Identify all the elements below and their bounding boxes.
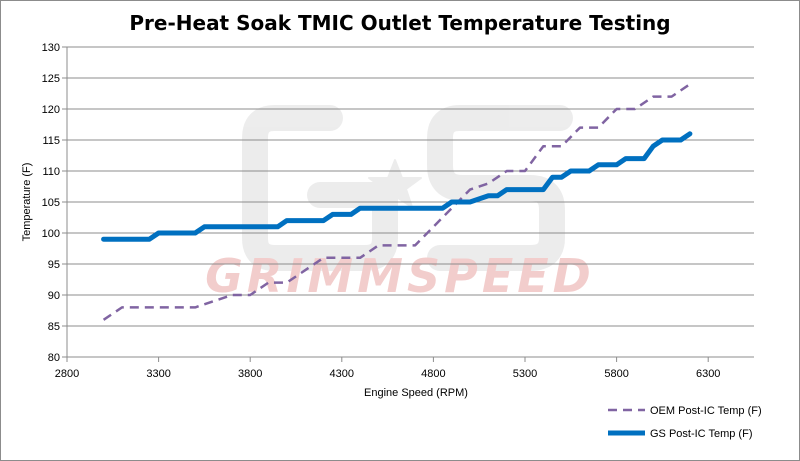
chart-title: Pre-Heat Soak TMIC Outlet Temperature Te… (129, 11, 670, 35)
gridlines (62, 46, 754, 358)
legend-label-gs: GS Post-IC Temp (F) (650, 428, 752, 440)
grimmspeed-logo-text: GRIMMSPEED (205, 249, 595, 303)
x-tick-label: 2800 (55, 368, 79, 380)
y-axis-label: Temperature (F) (21, 163, 33, 242)
legend-item-gs: GS Post-IC Temp (F) (608, 428, 752, 440)
legend: OEM Post-IC Temp (F) GS Post-IC Temp (F) (608, 405, 762, 440)
series-line-gs (101, 131, 693, 242)
x-tick-label: 3800 (238, 368, 262, 380)
x-tick-label: 6300 (696, 368, 720, 380)
y-tick-labels: 80 85 90 95 100 105 110 115 120 125 130 (42, 42, 60, 364)
y-tick-label: 100 (42, 228, 60, 240)
y-tick-label: 130 (42, 42, 60, 54)
x-tick-label: 4800 (421, 368, 445, 380)
axes (66, 47, 754, 362)
legend-item-oem: OEM Post-IC Temp (F) (608, 405, 762, 417)
y-tick-label: 125 (42, 73, 60, 85)
y-tick-label: 120 (42, 104, 60, 116)
x-tick-label: 5300 (513, 368, 537, 380)
y-tick-label: 115 (42, 135, 60, 147)
x-axis-label: Engine Speed (RPM) (364, 387, 468, 399)
legend-label-oem: OEM Post-IC Temp (F) (650, 405, 762, 417)
y-tick-label: 105 (42, 197, 60, 209)
x-tick-label: 3300 (146, 368, 170, 380)
x-tick-labels: 2800 3300 3800 4300 4800 5300 5800 6300 (55, 368, 721, 380)
y-tick-label: 110 (42, 166, 60, 178)
y-tick-label: 85 (48, 321, 60, 333)
x-tick-label: 5800 (604, 368, 628, 380)
series-lines (101, 83, 693, 321)
y-tick-label: 90 (48, 290, 60, 302)
x-tick-label: 4300 (330, 368, 354, 380)
y-tick-label: 80 (48, 352, 60, 364)
grimmspeed-watermark: GRIMMSPEED (205, 105, 595, 303)
gs-logo (242, 105, 573, 271)
y-tick-label: 95 (48, 259, 60, 271)
series-line-oem (102, 83, 691, 321)
